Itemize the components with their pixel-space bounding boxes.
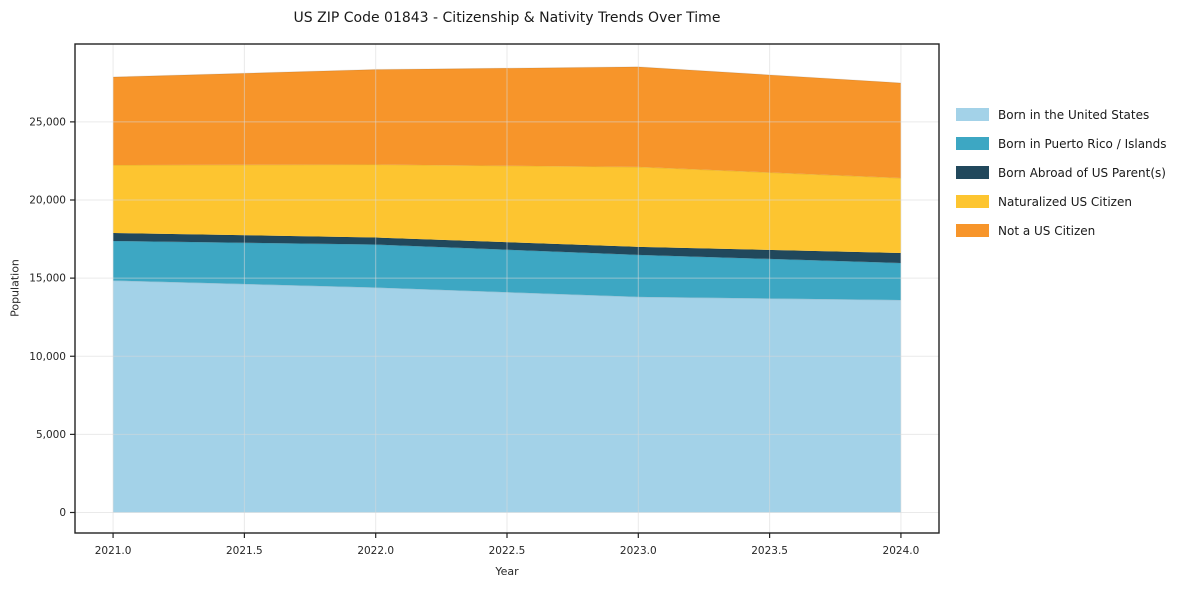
- legend-label: Born Abroad of US Parent(s): [998, 165, 1166, 180]
- x-tick-label: 2023.5: [751, 545, 788, 557]
- y-tick-label: 20,000: [29, 195, 66, 207]
- y-tick-label: 25,000: [29, 116, 66, 128]
- x-tick-label: 2023.0: [620, 545, 657, 557]
- legend-label: Born in the United States: [998, 107, 1150, 122]
- legend-swatch: [956, 195, 989, 208]
- legend-label: Naturalized US Citizen: [998, 194, 1132, 209]
- legend-entry: Naturalized US Citizen: [956, 187, 1167, 216]
- y-tick-label: 5,000: [36, 429, 66, 441]
- legend-swatch: [956, 137, 989, 150]
- x-tick-label: 2024.0: [883, 545, 920, 557]
- x-tick-label: 2021.5: [226, 545, 263, 557]
- legend-label: Born in Puerto Rico / Islands: [998, 136, 1167, 151]
- x-tick-label: 2022.0: [357, 545, 394, 557]
- y-tick-label: 15,000: [29, 273, 66, 285]
- legend-entry: Born in Puerto Rico / Islands: [956, 129, 1167, 158]
- x-tick-label: 2021.0: [95, 545, 132, 557]
- legend-entry: Born in the United States: [956, 100, 1167, 129]
- legend-swatch: [956, 224, 989, 237]
- y-tick-label: 0: [59, 507, 66, 519]
- legend: Born in the United States Born in Puerto…: [956, 100, 1167, 245]
- y-tick-label: 10,000: [29, 351, 66, 363]
- x-tick-label: 2022.5: [489, 545, 526, 557]
- legend-swatch: [956, 108, 989, 121]
- legend-entry: Not a US Citizen: [956, 216, 1167, 245]
- x-axis-label: Year: [495, 565, 519, 578]
- legend-entry: Born Abroad of US Parent(s): [956, 158, 1167, 187]
- legend-swatch: [956, 166, 989, 179]
- chart-title: US ZIP Code 01843 - Citizenship & Nativi…: [293, 10, 721, 26]
- legend-label: Not a US Citizen: [998, 223, 1096, 238]
